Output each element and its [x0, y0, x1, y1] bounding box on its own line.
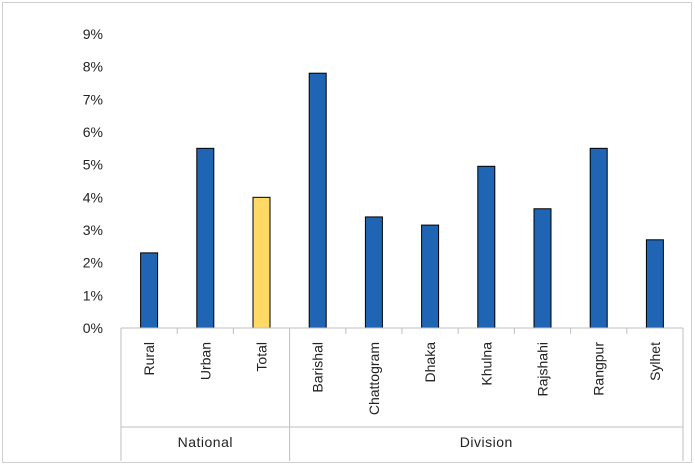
bar-urban	[196, 147, 215, 329]
y-tick-label: 9%	[83, 26, 103, 42]
group-label-division: Division	[460, 434, 513, 450]
category-groups: National Division	[178, 434, 513, 450]
x-axis-ticks: Rural Urban Total Barishal Chattogram Dhaka Kh…	[141, 342, 663, 415]
bar-khulna	[477, 165, 496, 329]
bar-rajshahi	[533, 208, 552, 329]
y-tick-label: 1%	[83, 287, 103, 303]
bar-barishal	[308, 72, 327, 329]
axes	[120, 327, 684, 461]
y-tick-label: 4%	[83, 189, 103, 205]
bar-dhaka	[421, 224, 440, 329]
y-tick-label: 5%	[83, 157, 103, 173]
bar-rangpur	[589, 147, 608, 329]
x-tick-label: Khulna	[478, 342, 494, 386]
x-tick-label: Rangpur	[591, 342, 607, 396]
x-tick-label: Rural	[141, 342, 157, 375]
bar-chattogram	[364, 216, 383, 329]
x-tick-label: Barishal	[310, 342, 326, 393]
y-tick-label: 0%	[83, 320, 103, 336]
x-tick-label: Total	[254, 342, 270, 372]
bar-chart: 0% 1% 2% 3% 4% 5% 6% 7% 8% 9% Rural Urban Total Bari…	[83, 26, 684, 461]
x-tick-label: Sylhet	[647, 342, 663, 381]
bar-rural	[140, 252, 159, 329]
y-tick-label: 2%	[83, 255, 103, 271]
y-tick-label: 8%	[83, 59, 103, 75]
x-tick-label: Urban	[197, 342, 213, 380]
bar-sylhet	[645, 239, 664, 329]
y-tick-label: 3%	[83, 222, 103, 238]
x-tick-label: Dhaka	[422, 342, 438, 383]
bar-total	[252, 196, 271, 329]
group-label-national: National	[178, 434, 233, 450]
y-axis-ticks: 0% 1% 2% 3% 4% 5% 6% 7% 8% 9%	[83, 26, 103, 336]
x-tick-label: Rajshahi	[535, 342, 551, 396]
y-tick-label: 7%	[83, 91, 103, 107]
y-tick-label: 6%	[83, 124, 103, 140]
bars	[140, 72, 664, 329]
x-tick-label: Chattogram	[366, 342, 382, 415]
